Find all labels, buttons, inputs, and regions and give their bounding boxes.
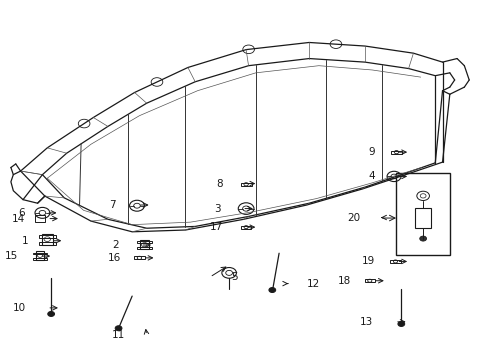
Text: 9: 9	[368, 147, 375, 157]
Text: 1: 1	[22, 236, 29, 246]
Text: 12: 12	[307, 279, 320, 289]
Bar	[39, 235, 56, 238]
Bar	[391, 150, 402, 154]
Bar	[241, 183, 251, 186]
Bar	[42, 234, 52, 245]
Circle shape	[48, 311, 54, 316]
Circle shape	[398, 321, 405, 327]
Circle shape	[115, 326, 122, 331]
Bar	[137, 241, 151, 243]
Text: 4: 4	[368, 171, 375, 181]
Text: 2: 2	[112, 240, 119, 250]
Bar	[33, 253, 47, 255]
Text: 11: 11	[112, 330, 125, 341]
Text: 3: 3	[214, 203, 220, 213]
Bar	[33, 258, 47, 260]
Text: 17: 17	[210, 222, 223, 232]
Bar	[36, 251, 44, 260]
Bar	[396, 173, 450, 255]
Circle shape	[269, 288, 276, 293]
Text: 7: 7	[110, 200, 116, 210]
Circle shape	[420, 236, 426, 241]
Bar	[39, 242, 56, 245]
Text: 20: 20	[347, 212, 360, 222]
Bar	[137, 247, 151, 249]
Text: 18: 18	[338, 276, 351, 286]
Bar	[391, 260, 401, 263]
Bar	[365, 279, 375, 282]
Bar	[416, 208, 431, 228]
Bar	[241, 226, 251, 229]
Text: 8: 8	[217, 179, 223, 189]
Text: 19: 19	[362, 256, 375, 266]
Text: 13: 13	[360, 317, 373, 327]
Text: 16: 16	[108, 253, 122, 263]
Text: 5: 5	[232, 272, 238, 282]
Bar	[134, 256, 145, 260]
Text: 10: 10	[12, 303, 25, 313]
Bar	[35, 215, 45, 222]
Text: 6: 6	[18, 208, 24, 218]
Text: 14: 14	[12, 213, 25, 224]
Text: 15: 15	[4, 251, 18, 261]
Bar	[140, 240, 149, 249]
